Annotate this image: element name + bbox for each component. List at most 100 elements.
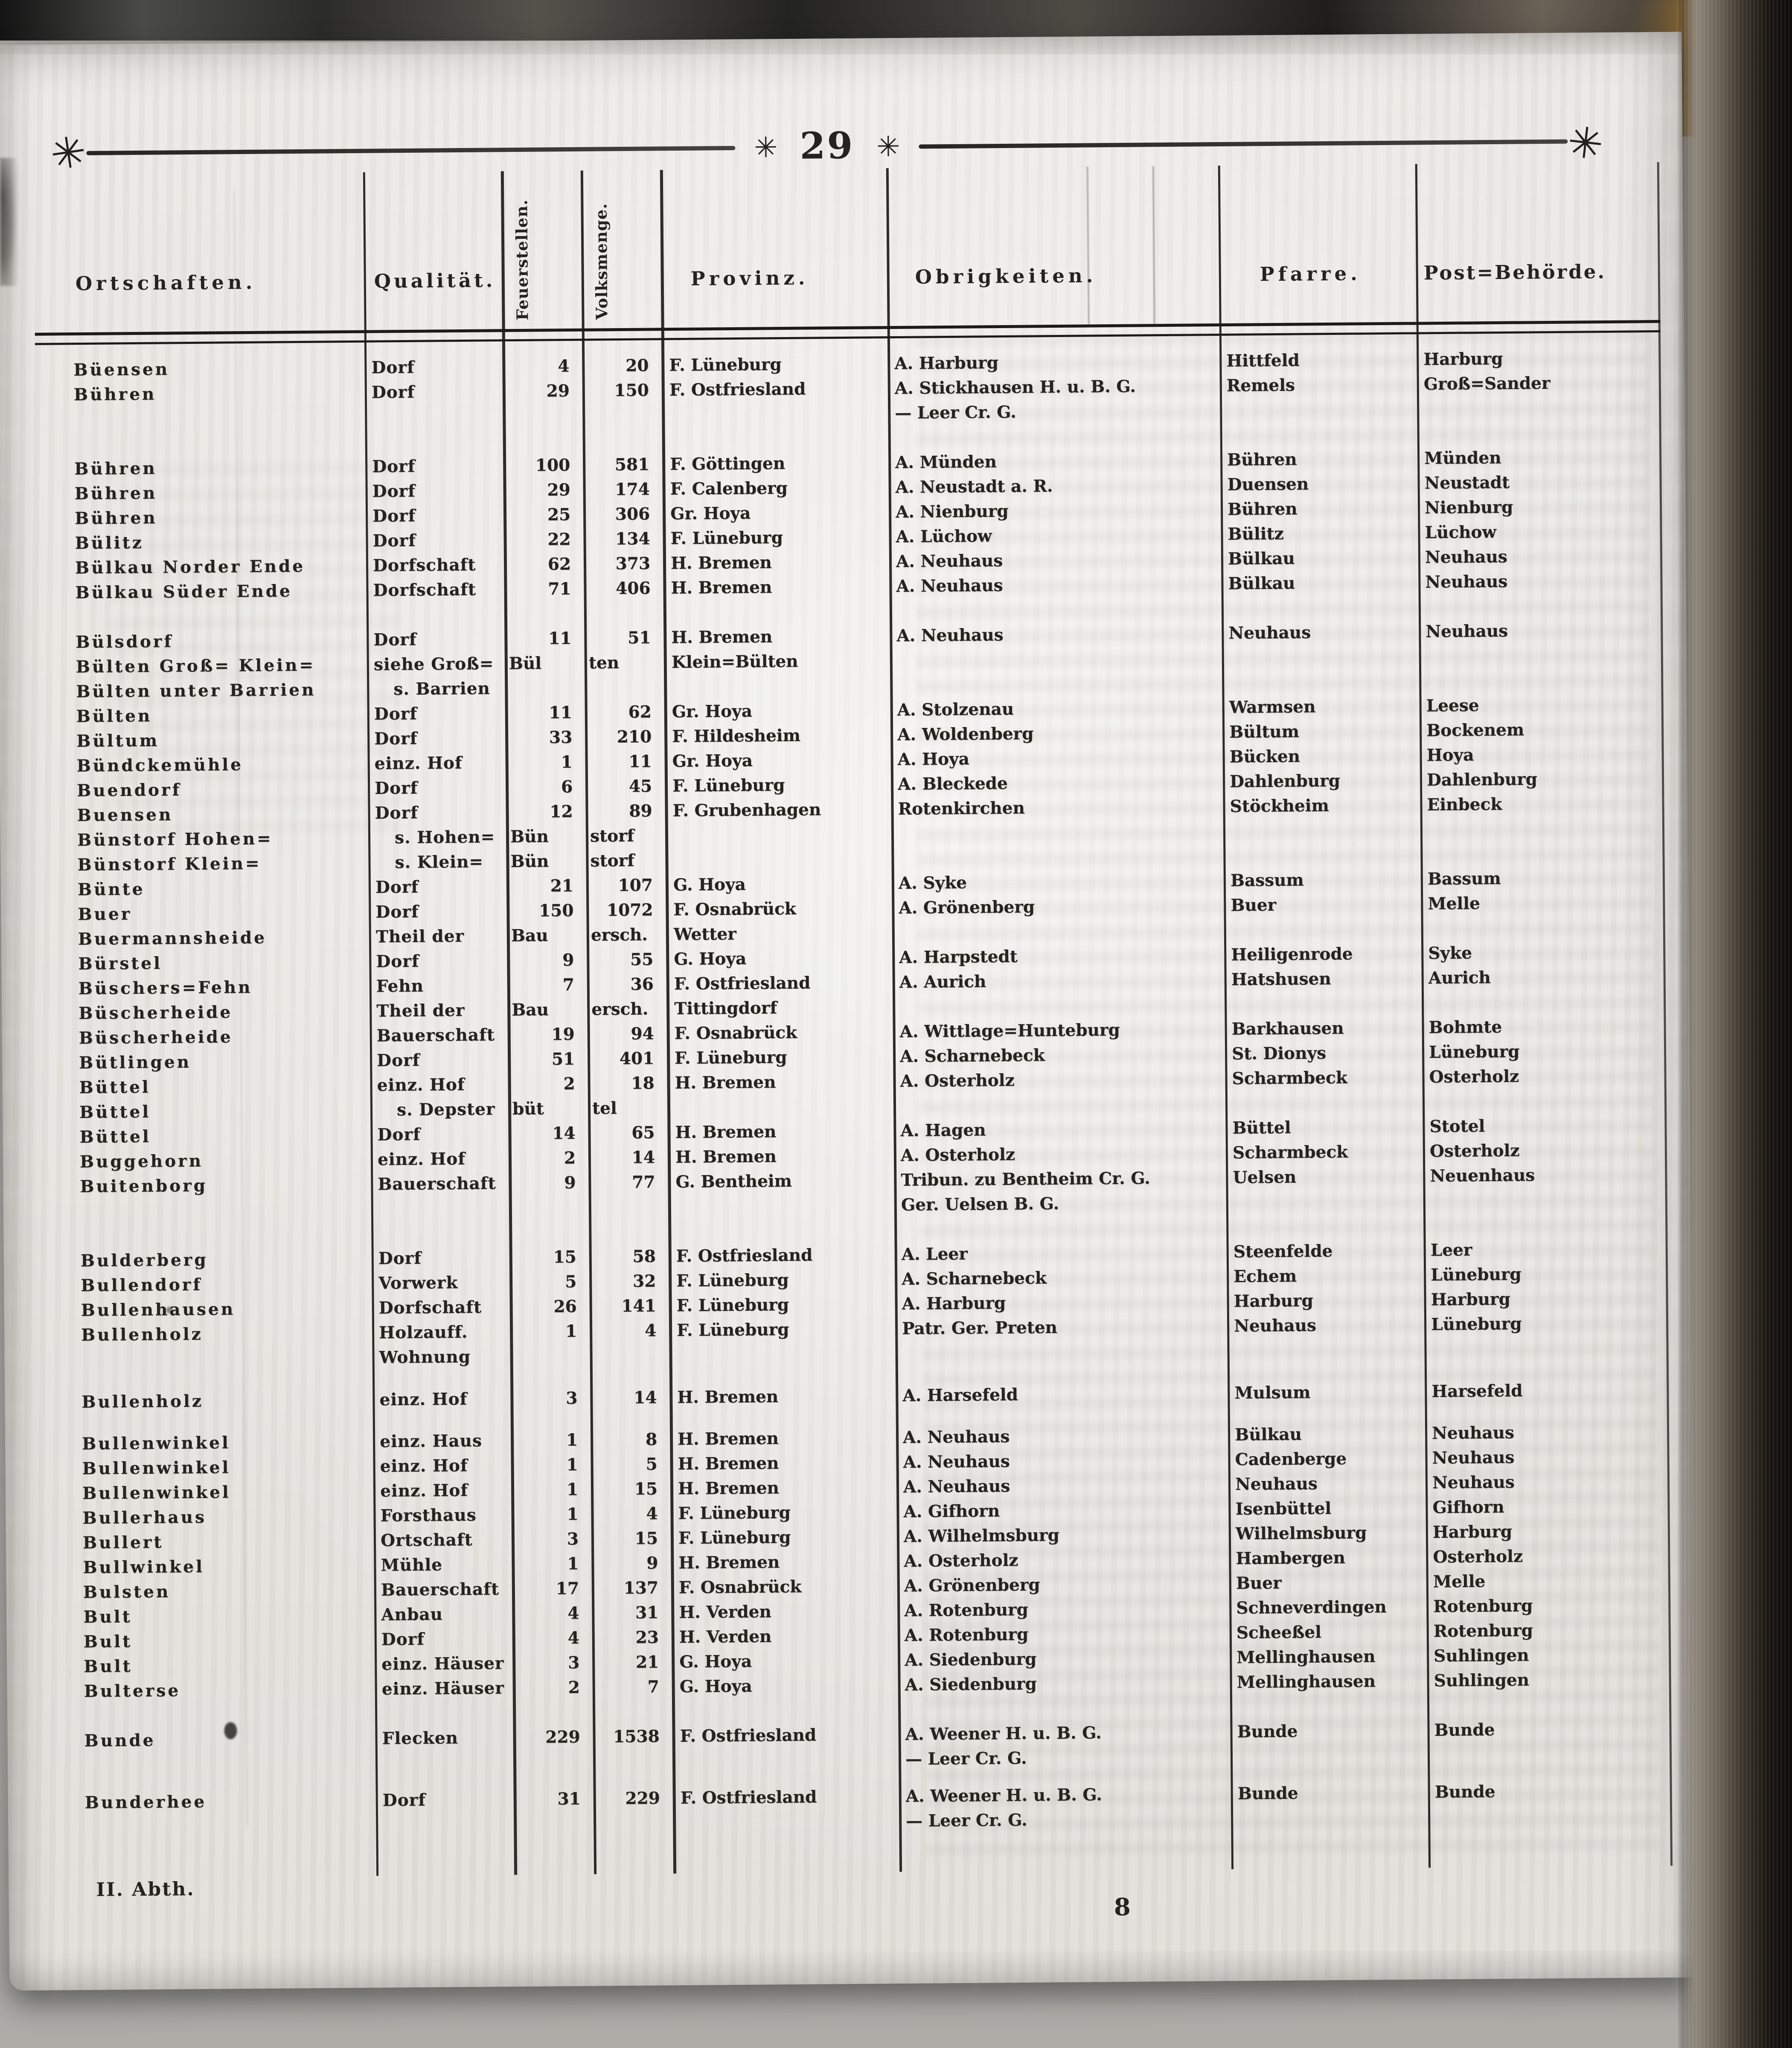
cell-post: Münden — [1424, 448, 1501, 468]
cell-post: Neuhaus — [1431, 1423, 1515, 1443]
cell-obrig: A. Harsefeld — [896, 1381, 1228, 1408]
cell-feuer: 2 — [564, 1148, 576, 1168]
cell-volks: ersch. — [591, 999, 649, 1019]
cell-pfarre: Scheeßel — [1236, 1622, 1322, 1643]
cell-prov: G. Hoya — [674, 948, 747, 969]
cell-line: A. Neuhaus — [902, 1427, 1010, 1448]
cell-ort: Bülten unter Barrien — [76, 680, 316, 702]
cell-prov: G. Hoya — [679, 1651, 752, 1672]
cell-ort: Buensen — [77, 805, 173, 826]
cell-prov — [667, 1094, 893, 1120]
cell-feuer: 25 — [547, 505, 571, 525]
cell-feuer: 21 — [550, 876, 574, 896]
cell-volks: 406 — [615, 578, 651, 599]
column-header-provinz: Provinz. — [690, 266, 809, 290]
cell-pfarre: Schneverdingen — [1236, 1597, 1387, 1618]
cell-prov: H. Bremen — [675, 1146, 777, 1167]
cell-line: A. Neuhaus — [896, 576, 1003, 596]
cell-pfarre: Duensen — [1227, 474, 1309, 495]
cell-volks: 1538 — [613, 1726, 660, 1747]
cell-prov — [665, 846, 891, 873]
cell-obrig: A. Rotenburg — [897, 1596, 1229, 1623]
cell-post — [1419, 667, 1663, 693]
cell-feuer: 33 — [549, 727, 573, 748]
column-header-pfarre: Pfarre. — [1260, 262, 1361, 286]
cell-post — [1419, 642, 1663, 669]
cell-obrig — [893, 1091, 1225, 1118]
cell-line: A. Woldenberg — [897, 724, 1034, 745]
cell-obrig: A. Siedenburg — [898, 1645, 1230, 1673]
cell-qual: Dorf — [376, 1050, 420, 1071]
cell-post: Bohmte — [1428, 1017, 1502, 1038]
cell-feuer: 1 — [567, 1504, 579, 1524]
cell-obrig: Tribun. zu Bentheim Cr. G. Ger. Uelsen B.… — [894, 1165, 1226, 1217]
scanned-page: ✳ ✳ 29 ✳ ✳ Ortschaften. Qualität. Feuers… — [0, 32, 1697, 1991]
cell-feuer: 11 — [549, 702, 572, 723]
cell-ort: Bullerhaus — [82, 1507, 207, 1528]
cell-post: Osterholz — [1429, 1066, 1519, 1087]
cell-pfarre: Scharmbeck — [1232, 1068, 1347, 1088]
cell-volks: 51 — [627, 628, 651, 648]
cell-ort: Bünstorf Hohen= — [77, 829, 273, 850]
cell-volks: storf — [590, 850, 635, 871]
cell-ort: Bullenholz — [81, 1391, 204, 1412]
cell-ort: Bünte — [77, 879, 145, 900]
cell-ort: Bülten Groß= Klein= — [76, 655, 316, 677]
cell-ort: Bulderberg — [80, 1250, 208, 1271]
cell-volks: 8 — [645, 1429, 657, 1449]
section-mark: II. Abth. — [96, 1878, 195, 1901]
cell-pfarre — [1224, 916, 1421, 943]
cell-line: A. Neuhaus — [896, 551, 1003, 572]
cell-qual: einz. Hof — [380, 1481, 468, 1501]
cell-feuer: 100 — [535, 455, 570, 475]
cell-post: Bassum — [1427, 868, 1501, 889]
cell-pfarre: Hambergen — [1236, 1548, 1346, 1569]
cell-qual: Dorf — [372, 506, 416, 526]
cell-prov: F. Osnabrück — [674, 1022, 797, 1044]
cell-prov — [664, 673, 890, 699]
cell-volks: 14 — [633, 1388, 657, 1408]
cell-ort: Bültum — [76, 730, 160, 751]
cell-line: A. Stolzenau — [897, 699, 1014, 720]
cell-feuer: büt — [512, 1099, 544, 1119]
cell-volks: 58 — [632, 1246, 656, 1266]
cell-feuer: 51 — [551, 1049, 575, 1069]
asterisk-icon: ✳ — [876, 130, 900, 163]
cell-obrig: A. Osterholz — [897, 1546, 1229, 1574]
cell-line: A. Bleckede — [897, 773, 1008, 794]
column-header-qualitaet: Qualität. — [374, 269, 496, 293]
burst-ornament-icon: ✳ — [1565, 114, 1606, 169]
cell-ort: Buendorf — [77, 780, 182, 801]
cell-post: Gifhorn — [1432, 1497, 1504, 1518]
cell-feuer: 17 — [556, 1579, 579, 1599]
cell-volks: ten — [588, 653, 620, 673]
cell-ort: Bullenwinkel — [82, 1457, 231, 1479]
cell-line: A. Osterholz — [900, 1070, 1015, 1091]
cell-prov: F. Ostfriesland — [676, 1245, 813, 1266]
cell-obrig: A. Rotenburg — [898, 1620, 1230, 1648]
cell-line: A. Syke — [898, 873, 967, 893]
cell-obrig: A. Münden — [888, 448, 1220, 475]
cell-qual: Dorf — [373, 629, 417, 650]
cell-obrig: A. Woldenberg — [890, 720, 1222, 747]
cell-pfarre: Neuhaus — [1233, 1315, 1317, 1336]
cell-post: Rotenburg — [1433, 1596, 1533, 1617]
cell-feuer: 3 — [566, 1388, 578, 1408]
cell-feuer: 29 — [546, 381, 570, 401]
cell-ort: Büscherheide — [79, 1027, 233, 1048]
cell-obrig: A. Lüchow — [889, 522, 1221, 549]
cell-ort: Bulterse — [84, 1681, 181, 1702]
cell-ort: Bullenwinkel — [82, 1482, 231, 1504]
cell-line: A. Neuhaus — [903, 1476, 1010, 1497]
cell-pfarre — [1223, 842, 1420, 868]
cell-pfarre — [1222, 669, 1419, 695]
cell-feuer: 11 — [548, 628, 572, 649]
cell-line: Rotenkirchen — [898, 798, 1025, 819]
cell-post: Harburg — [1431, 1289, 1510, 1310]
cell-line: — Leer Cr. G. — [905, 1748, 1027, 1769]
cell-ort: Büttel — [79, 1077, 151, 1098]
cell-post: Bunde — [1434, 1782, 1495, 1802]
cell-post: Lüneburg — [1428, 1041, 1520, 1062]
cell-obrig — [893, 992, 1225, 1019]
column-header-obrigkeiten: Obrigkeiten. — [915, 264, 1097, 288]
